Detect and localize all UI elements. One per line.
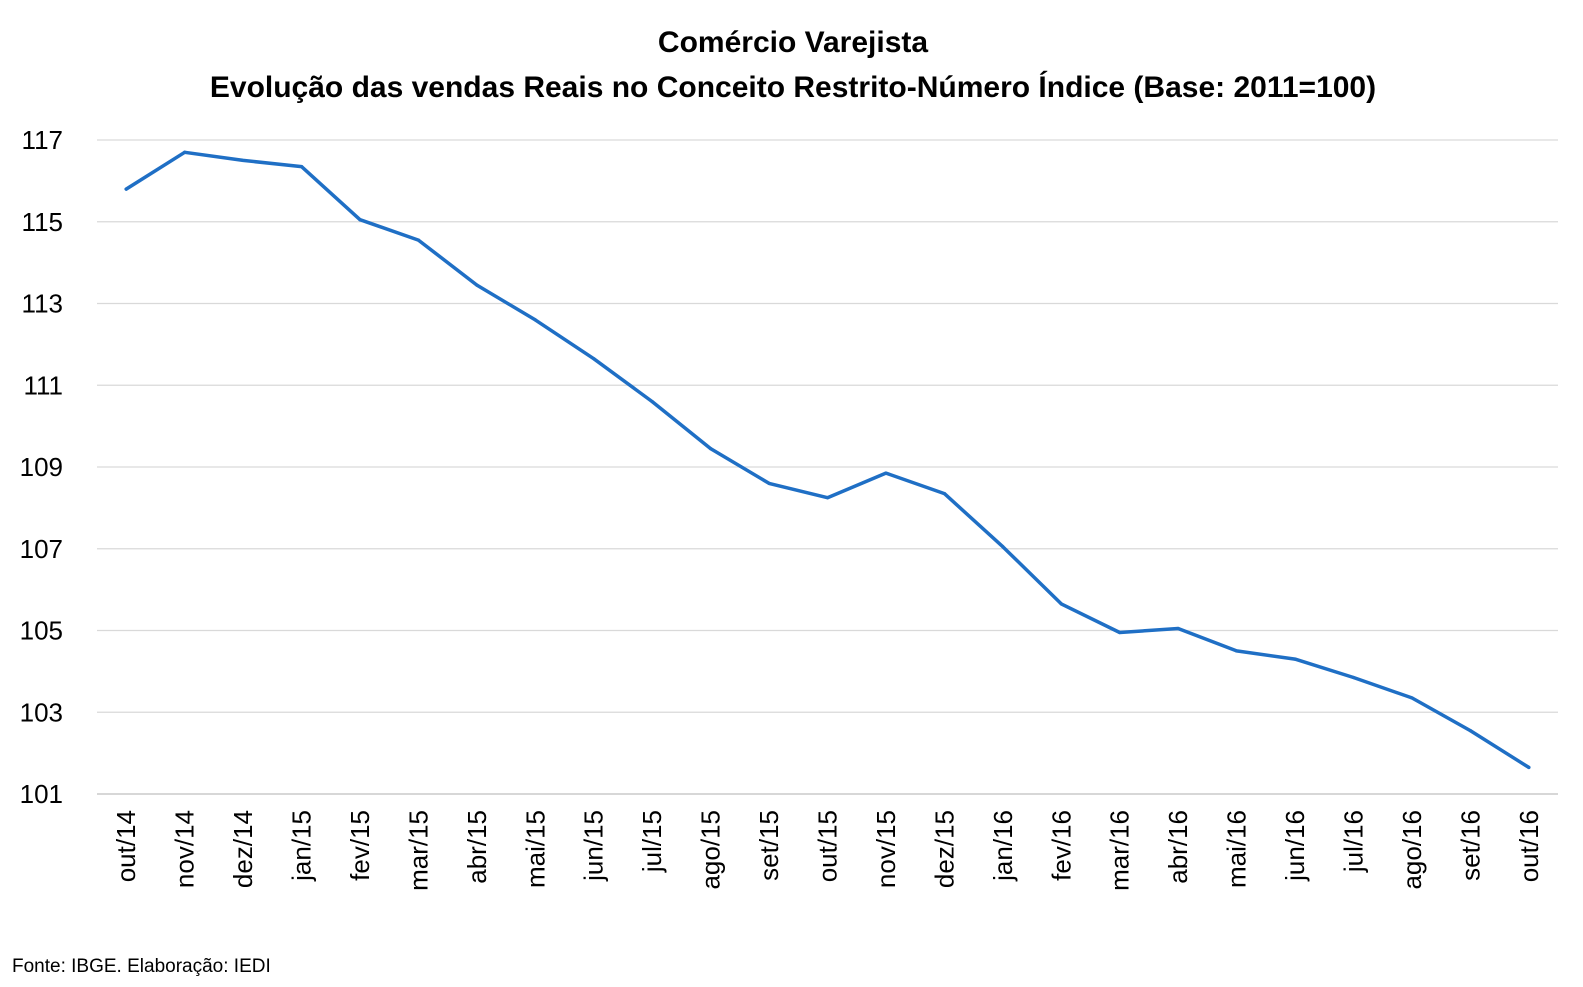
data-point <box>592 357 596 361</box>
data-point <box>1410 696 1414 700</box>
chart-title: Comércio Varejista <box>658 26 928 59</box>
x-tick-label: ago/15 <box>696 810 726 890</box>
series-line <box>124 150 1531 770</box>
data-point <box>650 400 654 404</box>
x-tick-label: set/15 <box>754 810 784 881</box>
x-tick-label: jun/16 <box>1280 810 1310 882</box>
data-point <box>1468 729 1472 733</box>
x-tick-label: out/14 <box>111 810 141 882</box>
y-tick-label: 113 <box>22 289 63 319</box>
y-tick-label: 103 <box>20 697 63 727</box>
x-tick-label: ago/16 <box>1397 810 1427 890</box>
data-point <box>241 158 245 163</box>
data-point <box>533 318 537 322</box>
x-tick-label: nov/15 <box>871 810 901 888</box>
series-group <box>124 150 1531 770</box>
chart-subtitle: Evolução das vendas Reais no Conceito Re… <box>210 70 1376 104</box>
x-tick-label: fev/16 <box>1046 810 1076 881</box>
data-point <box>475 283 479 287</box>
x-tick-label: out/15 <box>813 810 843 882</box>
y-tick-label: 105 <box>20 616 63 646</box>
data-point <box>1176 626 1180 631</box>
data-point <box>299 164 304 169</box>
x-tick-label: nov/14 <box>170 810 200 888</box>
data-point <box>183 150 187 154</box>
x-tick-label: jul/16 <box>1338 810 1368 873</box>
data-point <box>825 496 830 500</box>
x-tick-label: mai/15 <box>520 810 550 888</box>
data-point <box>767 481 771 485</box>
data-point <box>1001 545 1005 549</box>
y-tick-label: 107 <box>20 534 63 564</box>
data-point <box>1234 649 1239 653</box>
source-note: Fonte: IBGE. Elaboração: IEDI <box>12 956 271 977</box>
x-tick-label: jan/16 <box>988 810 1018 882</box>
x-tick-label: dez/14 <box>228 810 258 888</box>
x-tick-label: jan/15 <box>287 810 317 882</box>
x-tick-label: jul/15 <box>637 810 667 873</box>
data-point <box>709 447 713 451</box>
x-tick-label: set/16 <box>1455 810 1485 881</box>
data-point <box>884 471 888 475</box>
y-tick-label: 117 <box>22 125 63 155</box>
y-tick-label: 101 <box>20 779 63 809</box>
x-tick-label: fev/15 <box>345 810 375 881</box>
x-tick-label: mar/16 <box>1105 810 1135 891</box>
data-point <box>358 218 362 222</box>
data-point <box>942 491 946 496</box>
data-point <box>416 238 421 242</box>
data-point <box>124 187 128 191</box>
gridlines <box>97 139 1558 795</box>
y-axis-ticks: 117 115 113 111 109 107 105 103 101 <box>20 125 63 809</box>
x-tick-label: abr/15 <box>462 810 492 884</box>
x-tick-label: mar/15 <box>403 810 433 891</box>
x-tick-label: out/16 <box>1514 810 1544 882</box>
data-point <box>1293 657 1297 661</box>
x-tick-label: dez/15 <box>929 810 959 888</box>
y-tick-label: 111 <box>23 370 63 400</box>
y-tick-label: 109 <box>20 452 63 482</box>
data-point <box>1118 630 1122 635</box>
x-axis-ticks: out/14 nov/14 dez/14 jan/15 fev/15 mar/15 abr/… <box>111 810 1544 891</box>
y-tick-label: 115 <box>22 207 63 237</box>
data-point <box>1059 602 1063 606</box>
x-tick-label: jun/15 <box>579 810 609 882</box>
x-tick-label: abr/16 <box>1163 810 1193 884</box>
data-point <box>1351 675 1356 680</box>
x-tick-label: mai/16 <box>1222 810 1252 888</box>
data-point <box>1527 765 1531 770</box>
